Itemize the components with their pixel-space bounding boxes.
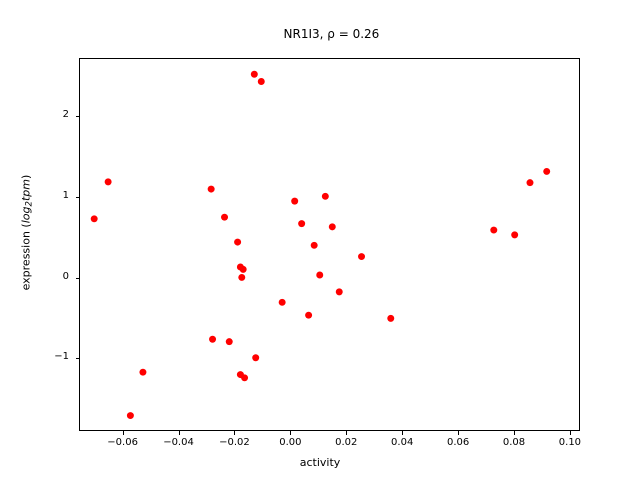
data-point: [104, 178, 112, 186]
plot-area: [79, 58, 580, 431]
data-point: [526, 179, 534, 187]
data-point: [387, 314, 395, 322]
y-tick-label: 2: [62, 109, 69, 121]
x-tick-label: 0.08: [502, 437, 526, 448]
data-point: [490, 226, 498, 234]
x-tick-mark: [458, 431, 460, 435]
data-point: [543, 167, 551, 175]
y-axis-label-tpm: tpm: [19, 179, 33, 202]
data-point: [126, 412, 134, 420]
y-axis-label-suffix: ): [19, 174, 33, 180]
y-tick-mark: [75, 196, 79, 198]
x-tick-label: 0.06: [446, 437, 470, 448]
data-point: [207, 185, 215, 193]
y-tick-label: 1: [62, 189, 69, 201]
data-point: [321, 192, 329, 200]
y-tick-label: 0: [62, 270, 69, 282]
x-tick-label: 0.00: [279, 437, 302, 448]
x-tick-mark: [122, 431, 124, 435]
data-point: [278, 298, 286, 306]
data-point: [139, 368, 147, 376]
data-point: [291, 197, 299, 205]
x-tick-mark: [402, 431, 404, 435]
data-point: [305, 311, 313, 319]
x-tick-label: −0.04: [163, 437, 194, 448]
x-tick-mark: [514, 431, 516, 435]
data-point: [511, 231, 519, 239]
chart-title-text: NR1I3, ρ = 0.26: [283, 27, 380, 42]
data-point: [316, 271, 324, 279]
x-tick-label: 0.10: [558, 437, 582, 448]
x-tick-mark: [234, 431, 236, 435]
data-point: [358, 253, 366, 261]
data-point: [221, 213, 229, 221]
data-point: [257, 78, 265, 85]
x-tick-mark: [569, 431, 571, 435]
y-tick-label: −1: [54, 351, 69, 363]
x-axis-label: activity: [299, 456, 341, 469]
data-point: [328, 223, 336, 231]
data-point: [225, 338, 233, 346]
x-tick-label: 0.02: [335, 437, 358, 448]
x-tick-mark: [346, 431, 348, 435]
data-point: [252, 354, 260, 362]
data-point: [234, 238, 242, 246]
y-axis-label-log: log: [19, 206, 33, 224]
data-point: [238, 273, 246, 281]
data-point: [310, 241, 318, 249]
data-point: [209, 335, 217, 343]
x-tick-mark: [178, 431, 180, 435]
y-tick-mark: [75, 116, 79, 118]
x-tick-mark: [290, 431, 292, 435]
data-point: [241, 374, 249, 382]
y-axis-label-logsub: 2: [24, 201, 35, 207]
data-points-layer: [90, 70, 551, 420]
y-axis-label: expression (log2tpm): [19, 113, 34, 353]
data-point: [250, 70, 258, 78]
data-point: [90, 215, 98, 223]
data-point: [239, 265, 247, 273]
data-point: [298, 220, 306, 228]
y-tick-mark: [75, 358, 79, 360]
x-tick-label: 0.04: [391, 437, 414, 448]
y-tick-mark: [75, 277, 79, 279]
x-tick-label: −0.06: [107, 437, 138, 448]
y-axis-label-prefix: expression (: [19, 223, 33, 291]
data-point: [335, 288, 343, 296]
chart-title: NR1I3, ρ = 0.26: [0, 12, 640, 58]
x-tick-label: −0.02: [219, 437, 250, 448]
